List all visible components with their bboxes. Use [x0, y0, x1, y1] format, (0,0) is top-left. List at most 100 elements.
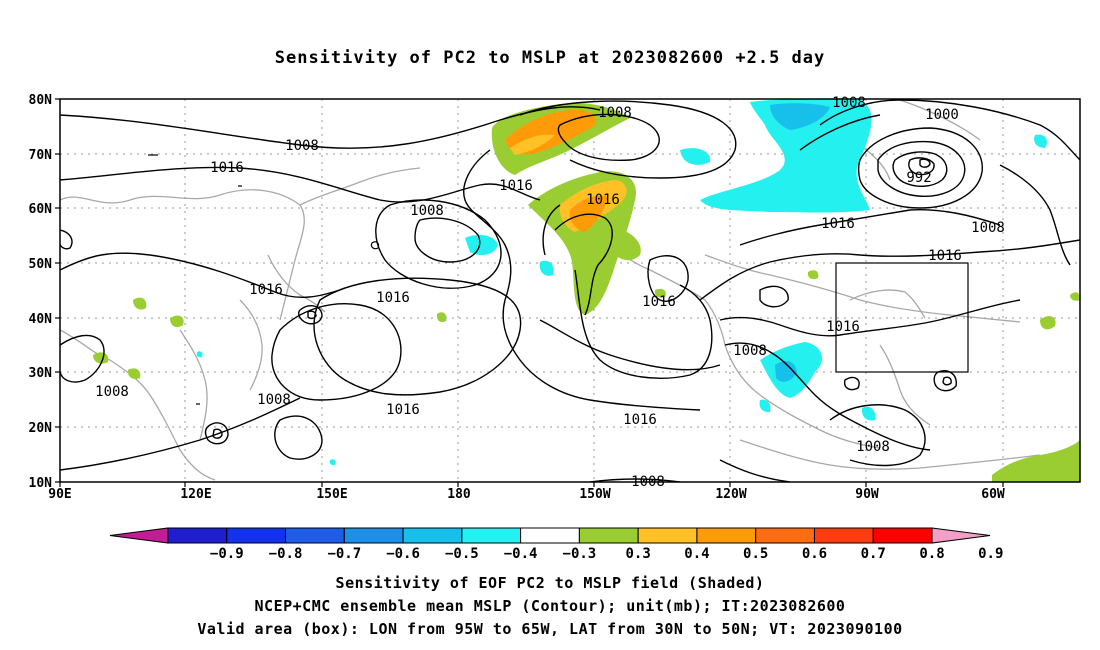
colorbar-segment	[578, 527, 639, 544]
colorbar-segment	[343, 527, 404, 544]
colorbar-segment	[520, 527, 580, 544]
shade-negative-mexico	[759, 399, 771, 413]
colorbar-label: 0.6	[802, 546, 827, 562]
lat-label: 20N	[29, 421, 53, 436]
contour-label: 1008	[598, 105, 632, 121]
contour-label: 1016	[928, 248, 962, 264]
shade-positive-atlantic-2	[1070, 292, 1080, 301]
contour-label: 1016	[586, 192, 620, 208]
lon-label: 120W	[715, 487, 746, 502]
shade-negative-arctic-canada-2	[770, 103, 830, 130]
lon-label: 180	[447, 487, 471, 502]
contour-label: 1008	[285, 138, 319, 154]
colorbar-segment	[696, 527, 757, 544]
colorbar-label: −0.9	[210, 546, 244, 562]
lat-label: 70N	[29, 148, 53, 163]
colorbar-label: 0.3	[626, 546, 651, 562]
colorbar-segment	[813, 527, 874, 544]
shade-positive-southeast	[992, 440, 1080, 482]
shade-negative-arctic-canada	[700, 99, 872, 213]
colorbar-label: −0.4	[504, 546, 538, 562]
latitude-labels: 80N 70N 60N 50N 40N 30N 20N 10N	[29, 93, 53, 491]
shade-negative-bering-2	[539, 260, 554, 276]
coastlines	[60, 99, 1041, 481]
mslp-contours	[60, 99, 1080, 482]
lon-label: 90W	[855, 487, 879, 502]
caption-line-3: Valid area (box): LON from 95W to 65W, L…	[197, 620, 903, 638]
shade-positive-east-1	[807, 270, 819, 280]
lon-label: 120E	[180, 487, 211, 502]
map-panel	[60, 99, 1080, 482]
longitude-labels: 90E 120E 150E 180 150W 120W 90W 60W	[48, 487, 1005, 502]
contour-label: 1016	[386, 402, 420, 418]
sensitivity-shading	[93, 99, 1080, 482]
contour-label: 1008	[971, 220, 1005, 236]
contour-label: 1016	[642, 294, 676, 310]
shade-negative-bering	[465, 234, 498, 256]
colorbar-label: 0.7	[861, 546, 886, 562]
colorbar-segment	[402, 527, 463, 544]
chart-title: Sensitivity of PC2 to MSLP at 2023082600…	[274, 48, 826, 68]
axis-ticks	[55, 98, 1004, 487]
shade-negative-gulf	[861, 406, 876, 421]
colorbar-label: 0.4	[684, 546, 709, 562]
contour-label: 1016	[499, 178, 533, 194]
grid-lines	[60, 99, 1080, 482]
colorbar-segment	[461, 527, 522, 544]
shade-negative-greenland-spot	[1034, 134, 1047, 148]
lat-label: 60N	[29, 202, 53, 217]
shade-positive-pacific-small-2	[654, 288, 666, 298]
shade-positive-atlantic-1	[1040, 316, 1056, 330]
lat-label: 50N	[29, 257, 53, 272]
colorbar-label: −0.6	[386, 546, 420, 562]
lon-label: 150E	[316, 487, 347, 502]
colorbar-segment	[637, 527, 698, 544]
colorbar-segment	[226, 527, 287, 544]
contour-label: 1016	[826, 319, 860, 335]
colorbar: −0.9 −0.8 −0.7 −0.6 −0.5 −0.4 −0.3 0.3 0.4 0.5 0.6…	[109, 527, 1003, 562]
shade-positive-japan-2	[170, 315, 184, 328]
lon-label: 60W	[981, 487, 1005, 502]
map-border	[59, 98, 1081, 483]
lat-label: 30N	[29, 366, 53, 381]
valid-area-box	[835, 262, 969, 373]
colorbar-label: −0.7	[327, 546, 361, 562]
colorbar-label: 0.5	[743, 546, 768, 562]
colorbar-segment	[285, 527, 345, 544]
colorbar-segment	[872, 527, 933, 544]
caption-line-2: NCEP+CMC ensemble mean MSLP (Contour); u…	[254, 597, 846, 615]
colorbar-label: −0.5	[445, 546, 479, 562]
colorbar-segment	[167, 527, 228, 544]
shade-yellow-north-pacific	[510, 134, 555, 155]
colorbar-label: 0.9	[978, 546, 1003, 562]
contour-label: 1016	[623, 412, 657, 428]
contour-label: 992	[906, 170, 931, 186]
lat-label: 80N	[29, 93, 53, 108]
contour-label: 1008	[410, 203, 444, 219]
shade-positive-pacific-small	[436, 312, 447, 323]
contour-label: 1000	[925, 107, 959, 123]
small-marks	[148, 154, 380, 405]
contour-label: 1016	[821, 216, 855, 232]
lon-label: 90E	[48, 487, 71, 502]
contour-label: 1016	[249, 282, 283, 298]
lat-label: 10N	[29, 476, 53, 491]
colorbar-segment	[755, 527, 815, 544]
shade-positive-japan-1	[133, 297, 147, 310]
contour-label: 1008	[733, 343, 767, 359]
shade-negative-arctic-spot	[680, 148, 711, 165]
colorbar-left-arrow	[109, 527, 169, 544]
contour-label: 1016	[210, 160, 244, 176]
colorbar-label: 0.8	[919, 546, 944, 562]
lon-label: 150W	[579, 487, 610, 502]
contour-label: 1016	[376, 290, 410, 306]
contour-label: 1008	[832, 95, 866, 111]
colorbar-label: −0.3	[563, 546, 597, 562]
caption-line-1: Sensitivity of EOF PC2 to MSLP field (Sh…	[335, 574, 765, 592]
colorbar-right-arrow	[931, 527, 991, 544]
shade-negative-baja-2	[775, 360, 797, 382]
colorbar-label: −0.8	[269, 546, 303, 562]
lat-label: 40N	[29, 312, 53, 327]
shade-positive-scs-2	[127, 368, 141, 380]
